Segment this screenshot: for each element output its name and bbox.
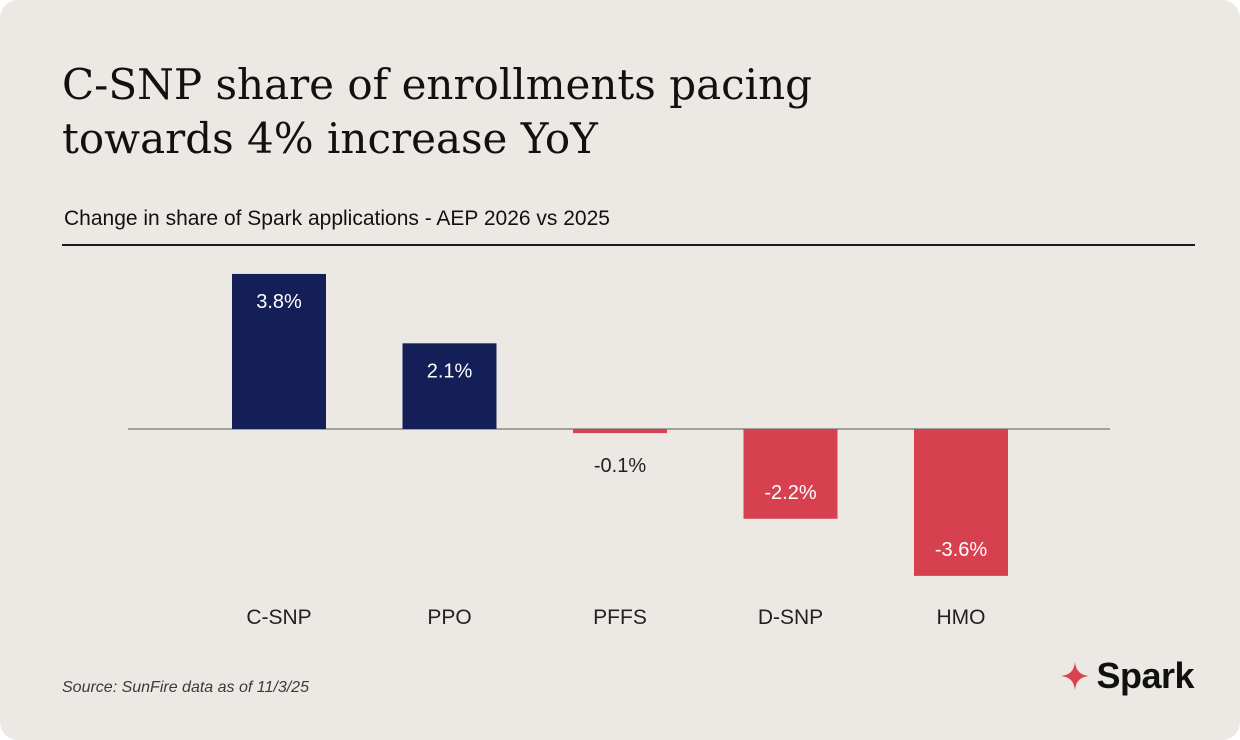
value-label-pffs: -0.1% bbox=[594, 455, 646, 477]
value-label-d-snp: -2.2% bbox=[764, 482, 816, 504]
category-label-c-snp: C-SNP bbox=[246, 606, 311, 629]
category-label-d-snp: D-SNP bbox=[758, 606, 823, 629]
bar-d-snp bbox=[743, 429, 838, 519]
source-note: Source: SunFire data as of 11/3/25 bbox=[62, 679, 309, 696]
bar-c-snp bbox=[232, 273, 326, 429]
chart-title: C-SNP share of enrollments pacing toward… bbox=[62, 60, 813, 163]
brand-logo: Spark bbox=[1060, 655, 1194, 697]
category-label-hmo: HMO bbox=[937, 606, 986, 629]
bar-ppo bbox=[402, 343, 497, 429]
brand-name: Spark bbox=[1096, 655, 1194, 696]
value-label-ppo: 2.1% bbox=[427, 360, 473, 382]
category-label-ppo: PPO bbox=[427, 606, 471, 629]
subtitle-divider bbox=[62, 244, 1195, 246]
sparkle-star-icon bbox=[1061, 662, 1090, 690]
chart-subtitle: Change in share of Spark applications - … bbox=[64, 207, 610, 230]
category-label-pffs: PFFS bbox=[593, 606, 647, 629]
bar-hmo bbox=[914, 429, 1008, 576]
bar-pffs bbox=[573, 429, 667, 434]
value-label-c-snp: 3.8% bbox=[256, 291, 302, 313]
value-label-hmo: -3.6% bbox=[935, 539, 987, 561]
